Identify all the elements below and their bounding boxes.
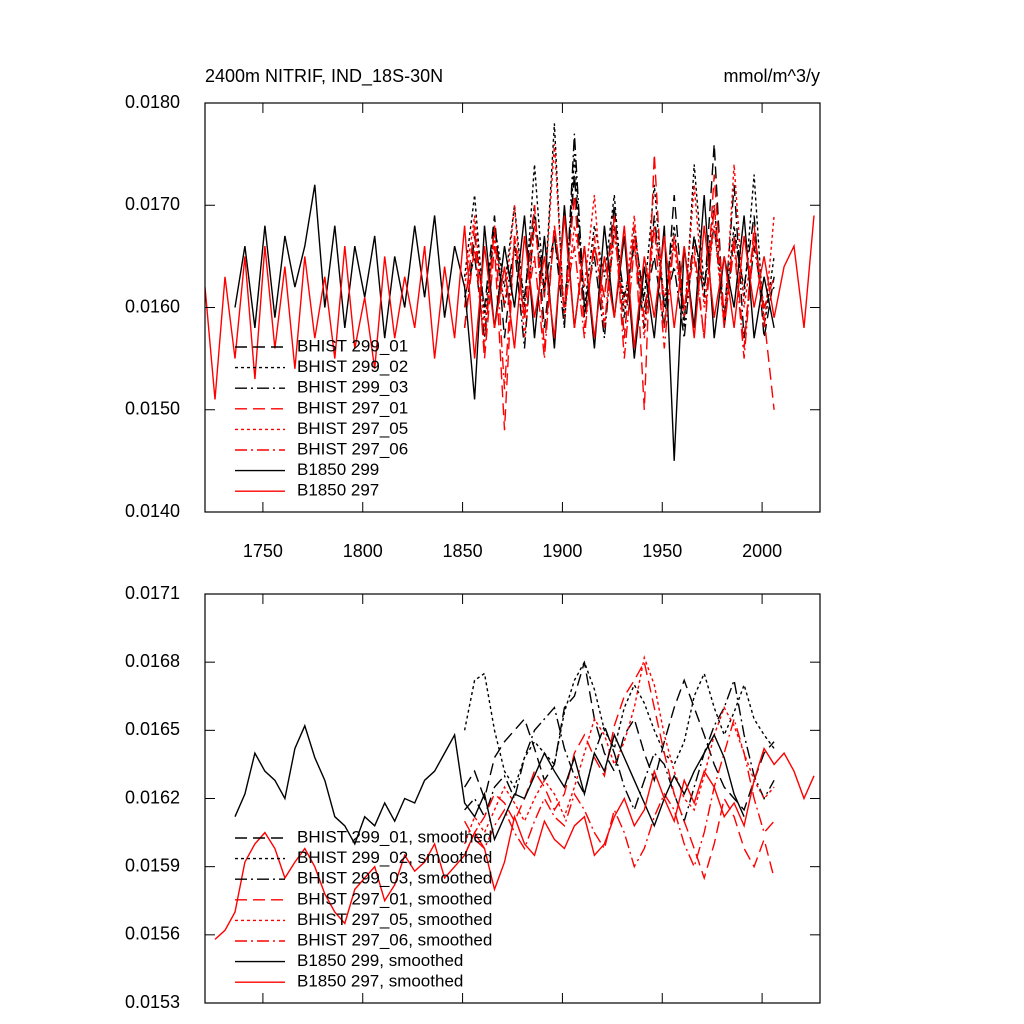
plot-lines: [214, 655, 815, 940]
y-tick-label: 0.0150: [125, 399, 180, 419]
y-tick-label: 0.0140: [125, 501, 180, 521]
y-tick-label: 0.0165: [125, 719, 180, 739]
series-line: [464, 662, 775, 812]
series-line: [463, 660, 775, 789]
plot-lines: [205, 123, 815, 461]
x-tick-label: 1900: [542, 541, 582, 561]
legend-label: BHIST 299_03: [297, 378, 408, 397]
y-tick-label: 0.0159: [125, 855, 180, 875]
legend-label: B1850 297: [297, 481, 379, 500]
legend-label: BHIST 299_02: [297, 357, 408, 376]
y-tick-label: 0.0171: [125, 583, 180, 603]
legend-label: BHIST 297_01: [297, 398, 408, 417]
series-line: [463, 660, 775, 881]
legend-label: BHIST 299_01: [297, 336, 408, 355]
series-line: [234, 723, 745, 846]
series-line: [463, 716, 775, 869]
series-line: [463, 205, 775, 390]
x-tick-label: 1850: [443, 541, 483, 561]
series-line: [463, 655, 775, 845]
legend-label: BHIST 297_06: [297, 439, 408, 458]
legend-label: B1850 299, smoothed: [297, 951, 463, 970]
legend-label: B1850 297, smoothed: [297, 972, 463, 991]
chart-title: 2400m NITRIF, IND_18S-30N: [205, 66, 443, 87]
y-tick-label: 0.0170: [125, 194, 180, 214]
legend-label: BHIST 299_02, smoothed: [297, 848, 492, 867]
x-tick-label: 1750: [243, 541, 283, 561]
series-line: [214, 746, 815, 940]
y-tick-label: 0.0153: [125, 992, 180, 1012]
y-tick-label: 0.0180: [125, 92, 180, 112]
legend-label: BHIST 299_03, smoothed: [297, 869, 492, 888]
legend-label: BHIST 297_01, smoothed: [297, 889, 492, 908]
legend-label: BHIST 297_06, smoothed: [297, 930, 492, 949]
legend-label: BHIST 299_01, smoothed: [297, 827, 492, 846]
legend-label: BHIST 297_05, smoothed: [297, 910, 492, 929]
x-tick-label: 1950: [642, 541, 682, 561]
series-line: [464, 677, 775, 824]
units-label: mmol/m^3/y: [724, 66, 820, 86]
y-tick-label: 0.0162: [125, 787, 180, 807]
series-line: [205, 215, 815, 400]
x-tick-label: 1800: [343, 541, 383, 561]
y-tick-label: 0.0160: [125, 296, 180, 316]
legend-label: BHIST 297_05: [297, 419, 408, 438]
x-tick-label: 2000: [742, 541, 782, 561]
legend-label: B1850 299: [297, 460, 379, 479]
y-tick-label: 0.0156: [125, 924, 180, 944]
y-tick-label: 0.0168: [125, 651, 180, 671]
